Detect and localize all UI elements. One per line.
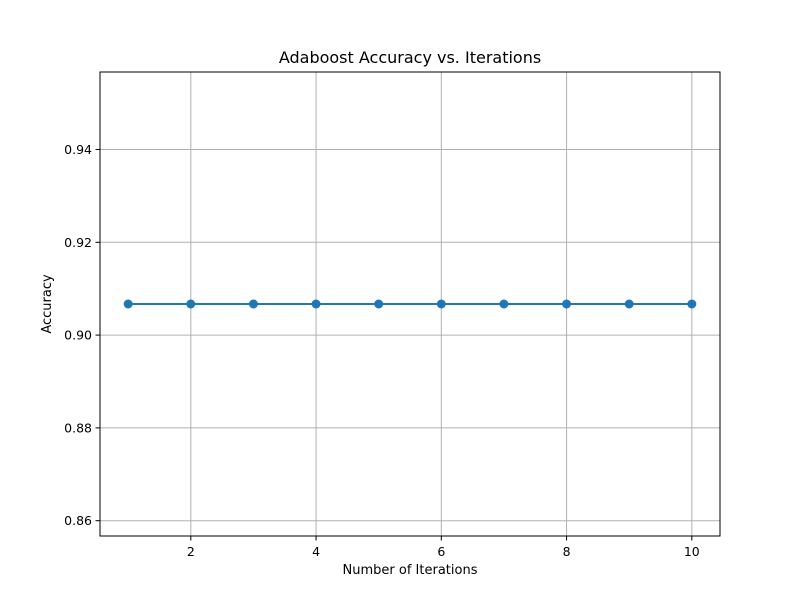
data-point bbox=[123, 299, 133, 309]
x-tick-label: 10 bbox=[684, 544, 700, 559]
data-point bbox=[624, 299, 634, 309]
x-axis-label: Number of Iterations bbox=[343, 563, 478, 578]
x-tick-label: 8 bbox=[563, 544, 571, 559]
y-tick-label: 0.92 bbox=[64, 235, 92, 250]
data-point bbox=[436, 299, 446, 309]
y-tick-label: 0.90 bbox=[64, 328, 92, 343]
ticks: 2 4 6 8 10 0.86 0.88 0.90 0.92 0.94 bbox=[64, 142, 700, 559]
data-point bbox=[186, 299, 196, 309]
y-axis-label: Accuracy bbox=[40, 274, 55, 334]
x-tick-label: 4 bbox=[312, 544, 320, 559]
data-point bbox=[562, 299, 572, 309]
data-point bbox=[374, 299, 384, 309]
x-tick-label: 6 bbox=[437, 544, 445, 559]
data-point bbox=[248, 299, 258, 309]
y-tick-label: 0.94 bbox=[64, 142, 92, 157]
y-tick-label: 0.86 bbox=[64, 513, 92, 528]
x-tick-label: 2 bbox=[187, 544, 195, 559]
series-layer bbox=[123, 299, 697, 309]
chart-title: Adaboost Accuracy vs. Iterations bbox=[279, 48, 541, 67]
axes-frame bbox=[99, 71, 721, 537]
data-point bbox=[311, 299, 321, 309]
data-point bbox=[499, 299, 509, 309]
y-tick-label: 0.88 bbox=[64, 420, 92, 435]
axes-spine bbox=[99, 71, 721, 537]
data-point bbox=[687, 299, 697, 309]
